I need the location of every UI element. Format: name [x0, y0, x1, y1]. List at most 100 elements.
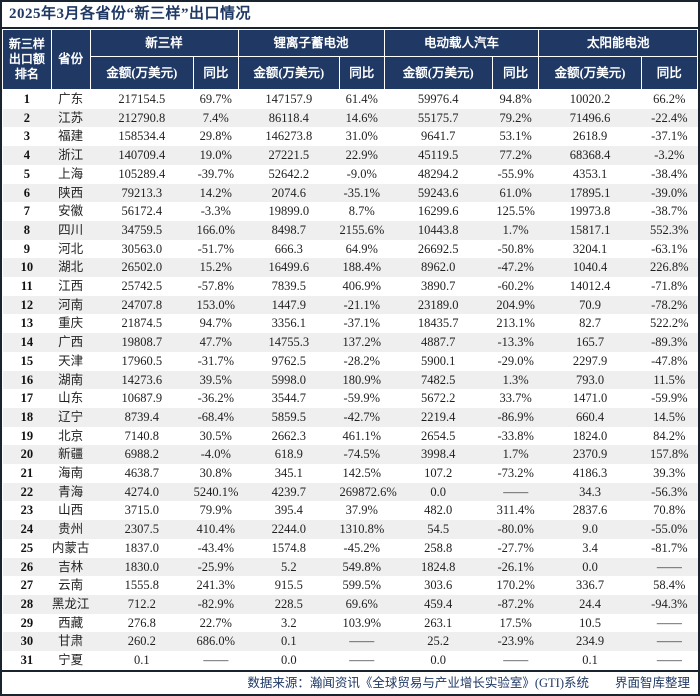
table-row: 19 北京 7140.8 30.5% 2662.3 461.1% 2654.5 -33.8% 1…	[3, 427, 698, 446]
solar-amount-cell: 3.4	[582, 540, 598, 555]
lithium-yoy-cell: ——	[349, 634, 375, 649]
lithium-amount-cell: 3.2	[280, 615, 297, 630]
rank-cell: 23	[20, 503, 34, 518]
lithium-yoy-cell: -42.7%	[343, 409, 380, 424]
solar-yoy-cell: -22.4%	[651, 110, 688, 125]
new-three-amount-cell: 260.2	[127, 634, 156, 649]
lithium-amount-cell: 27221.5	[268, 148, 310, 163]
ev-yoy-cell: 17.5%	[499, 615, 532, 630]
ev-amount-cell: 459.4	[424, 596, 453, 611]
lithium-amount-cell: 395.4	[274, 503, 303, 518]
col-header-yoy-ev: 同比	[491, 56, 540, 90]
solar-amount-cell: 2618.9	[572, 129, 608, 144]
province-cell: 陕西	[58, 185, 84, 200]
new-three-yoy-cell: 19.0%	[199, 148, 232, 163]
new-three-amount-cell: 21874.5	[121, 316, 163, 331]
lithium-yoy-cell: -45.2%	[343, 540, 380, 555]
new-three-yoy-cell: 5240.1%	[193, 484, 239, 499]
ev-yoy-cell: -60.2%	[497, 279, 534, 294]
source-note: 数据来源：瀚闻资讯《全球贸易与产业增长实验室》(GTI)系统 界面智库整理	[2, 669, 698, 694]
solar-yoy-cell: 226.8%	[650, 260, 689, 275]
new-three-amount-cell: 24707.8	[121, 297, 163, 312]
ev-amount-cell: 2654.5	[421, 428, 456, 443]
lithium-yoy-cell: -35.1%	[343, 185, 380, 200]
lithium-yoy-cell: ——	[349, 653, 375, 668]
lithium-yoy-cell: 599.5%	[342, 578, 382, 593]
rank-cell: 13	[20, 316, 34, 331]
lithium-yoy-cell: 22.9%	[345, 148, 378, 163]
province-cell: 天津	[58, 353, 84, 368]
solar-yoy-cell: -38.4%	[651, 166, 688, 181]
solar-amount-cell: 0.0	[582, 559, 598, 574]
ev-yoy-cell: 33.7%	[499, 391, 532, 406]
new-three-yoy-cell: 166.0%	[196, 222, 236, 237]
col-header-rank-line2: 出口额	[8, 52, 45, 66]
rank-cell: 17	[20, 391, 34, 406]
new-three-yoy-cell: 39.5%	[199, 372, 232, 387]
lithium-yoy-cell: -21.1%	[343, 297, 380, 312]
lithium-amount-cell: 0.1	[280, 634, 297, 649]
table-row: 5 上海 105289.4 -39.7% 52642.2 -9.0% 48294.2 -55.…	[3, 165, 698, 184]
new-three-yoy-cell: -4.0%	[200, 447, 231, 462]
ev-amount-cell: 25.2	[427, 634, 450, 649]
lithium-amount-cell: 0.0	[280, 653, 297, 668]
new-three-yoy-cell: 410.4%	[196, 522, 236, 537]
solar-amount-cell: 71496.6	[569, 110, 611, 125]
solar-yoy-cell: -89.3%	[651, 335, 688, 350]
ev-yoy-cell: 170.2%	[496, 578, 535, 593]
solar-amount-cell: 2297.9	[572, 353, 608, 368]
lithium-yoy-cell: 549.8%	[342, 559, 382, 574]
new-three-yoy-cell: 7.4%	[202, 110, 229, 125]
lithium-amount-cell: 4239.7	[271, 484, 306, 499]
new-three-amount-cell: 4638.7	[124, 466, 159, 481]
province-cell: 新疆	[58, 447, 84, 462]
new-three-amount-cell: 7140.8	[124, 428, 159, 443]
solar-yoy-cell: -71.8%	[651, 279, 688, 294]
ev-yoy-cell: 125.5%	[496, 204, 535, 219]
solar-amount-cell: 165.7	[575, 335, 605, 350]
col-header-province: 省份	[50, 29, 91, 90]
lithium-yoy-cell: 69.6%	[345, 596, 378, 611]
lithium-yoy-cell: -37.1%	[343, 316, 380, 331]
col-header-yoy-solar: 同比	[640, 56, 698, 90]
new-three-amount-cell: 276.8	[127, 615, 156, 630]
col-header-rank-line1: 新三样	[8, 37, 45, 51]
new-three-amount-cell: 158534.4	[118, 129, 166, 144]
new-three-yoy-cell: 47.7%	[199, 335, 232, 350]
lithium-yoy-cell: 137.2%	[342, 335, 382, 350]
solar-yoy-cell: ——	[656, 653, 682, 668]
new-three-amount-cell: 14273.6	[121, 372, 163, 387]
lithium-amount-cell: 8498.7	[271, 222, 306, 237]
solar-amount-cell: 14012.4	[569, 279, 611, 294]
lithium-yoy-cell: 142.5%	[342, 466, 382, 481]
rank-cell: 1	[23, 92, 30, 106]
lithium-amount-cell: 666.3	[274, 241, 303, 256]
new-three-yoy-cell: 29.8%	[199, 129, 232, 144]
rank-cell: 7	[23, 204, 30, 219]
new-three-yoy-cell: 14.2%	[199, 185, 232, 200]
rank-cell: 8	[23, 222, 30, 237]
rank-cell: 18	[20, 409, 34, 424]
group-header-electric-vehicle: 电动载人汽车	[383, 29, 540, 57]
ev-amount-cell: 263.1	[424, 615, 453, 630]
new-three-amount-cell: 25742.5	[121, 279, 163, 294]
table-row: 14 广西 19808.7 47.7% 14755.3 137.2% 4887.7 -13.3…	[2, 333, 698, 352]
rank-cell: 4	[23, 148, 30, 163]
solar-yoy-cell: -81.7%	[651, 540, 688, 555]
col-header-amount-solar: 金额(万美元)	[538, 56, 642, 90]
table-row: 11 江西 25742.5 -57.8% 7839.5 406.9% 3890.7 -60.2…	[3, 277, 698, 296]
new-three-amount-cell: 19808.7	[121, 335, 163, 350]
province-cell: 广西	[58, 335, 84, 350]
ev-yoy-cell: -13.3%	[497, 335, 534, 350]
solar-yoy-cell: -59.9%	[651, 391, 688, 406]
new-three-yoy-cell: 686.0%	[196, 634, 236, 649]
solar-amount-cell: 793.0	[575, 372, 605, 387]
rank-cell: 28	[20, 596, 34, 611]
solar-amount-cell: 3204.1	[572, 241, 608, 256]
province-cell: 河南	[58, 297, 84, 312]
province-cell: 海南	[58, 466, 84, 481]
province-cell: 河北	[58, 241, 84, 256]
province-cell: 辽宁	[58, 409, 84, 424]
table-row: 22 青海 4274.0 5240.1% 4239.7 269872.6% 0.0 —— 34.…	[2, 482, 698, 502]
ev-amount-cell: 59976.4	[417, 92, 459, 106]
